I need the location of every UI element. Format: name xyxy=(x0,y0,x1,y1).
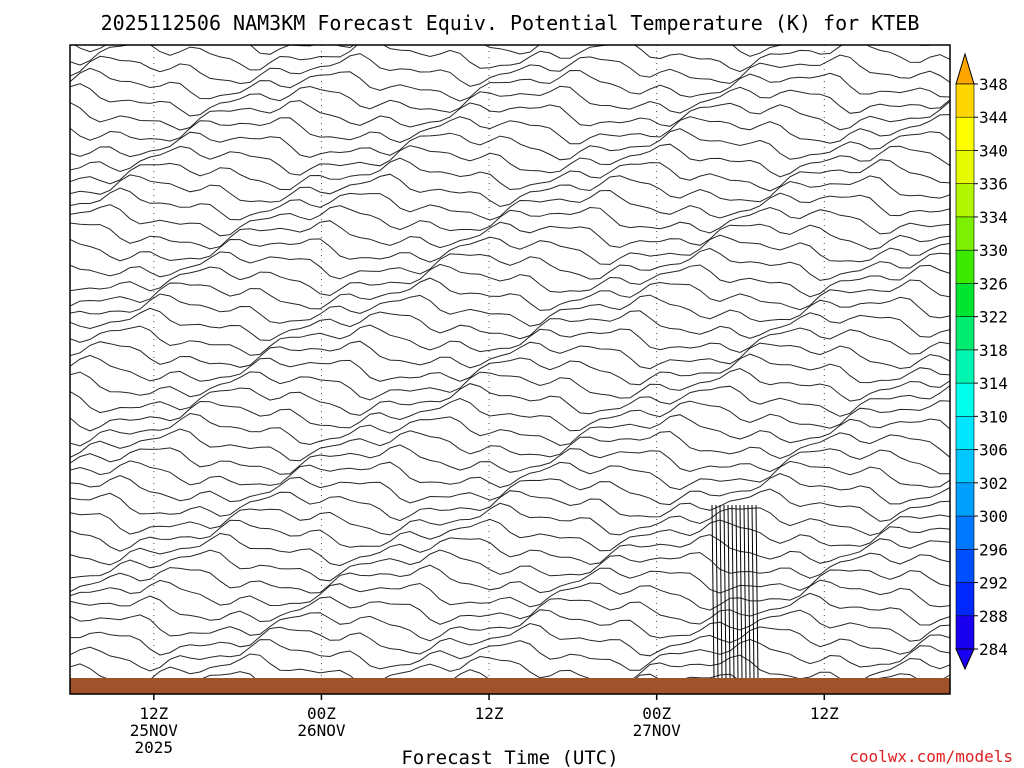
colorbar-swatch xyxy=(955,582,975,617)
colorbar-label: 334 xyxy=(979,208,1008,227)
colorbar-label: 306 xyxy=(979,441,1008,460)
plot-frame xyxy=(69,44,951,695)
colorbar-swatch xyxy=(955,83,975,119)
colorbar-label: 310 xyxy=(979,407,1008,426)
grid-lines xyxy=(153,45,825,678)
colorbar-swatch xyxy=(955,382,975,418)
colorbar-swatch xyxy=(955,482,975,517)
colorbar-label: 322 xyxy=(979,308,1008,327)
colorbar-label: 344 xyxy=(979,108,1008,127)
x-tick-label: 12Z xyxy=(810,704,839,723)
x-tick-label: 27NOV xyxy=(633,721,682,740)
x-tick-label: 12Z xyxy=(139,704,168,723)
colorbar-swatch xyxy=(955,150,975,185)
colorbar-label: 318 xyxy=(979,341,1008,360)
x-tick-label: 25NOV xyxy=(130,721,179,740)
colorbar-swatch xyxy=(955,515,975,551)
colorbar-label: 292 xyxy=(979,574,1008,593)
colorbar-label: 314 xyxy=(979,374,1008,393)
colorbar-swatch xyxy=(955,116,975,152)
colorbar-label: 302 xyxy=(979,474,1008,493)
colorbar-extend-top xyxy=(955,52,975,85)
colorbar-swatch xyxy=(955,249,975,285)
colorbar: 348 344 340 336 334 330 326 322 318 314 310 306 302 3… xyxy=(955,52,1008,671)
colorbar-swatch xyxy=(955,548,975,584)
colorbar-label: 336 xyxy=(979,175,1008,194)
colorbar-extend-bottom xyxy=(955,648,975,671)
x-tick-label: 26NOV xyxy=(297,721,346,740)
x-tick-label: 00Z xyxy=(642,704,671,723)
colorbar-swatch xyxy=(955,615,975,650)
colorbar-swatch xyxy=(955,316,975,351)
plot-area: 3323283323363283243203243243243163163203… xyxy=(69,44,951,695)
colorbar-swatch xyxy=(955,349,975,384)
x-axis-label: Forecast Time (UTC) xyxy=(401,747,618,768)
colorbar-label: 296 xyxy=(979,540,1008,559)
colorbar-swatch xyxy=(955,283,975,318)
x-tick-label: 00Z xyxy=(307,704,336,723)
x-tick-label: 2025 xyxy=(135,738,174,757)
colorbar-label: 288 xyxy=(979,607,1008,626)
colorbar-label: 300 xyxy=(979,507,1008,526)
colorbar-swatch xyxy=(955,449,975,484)
colorbar-swatch xyxy=(955,416,975,451)
colorbar-label: 326 xyxy=(979,274,1008,293)
watermark: coolwx.com/models xyxy=(849,747,1013,766)
colorbar-label: 348 xyxy=(979,75,1008,94)
chart-title: 2025112506 NAM3KM Forecast Equiv. Potent… xyxy=(101,11,920,35)
colorbar-label: 284 xyxy=(979,640,1008,659)
colorbar-swatch xyxy=(955,216,975,251)
colorbar-label: 340 xyxy=(979,141,1008,160)
colorbar-swatch xyxy=(955,183,975,218)
contour-lines xyxy=(70,45,950,678)
terrain-band xyxy=(70,678,950,694)
colorbar-label: 330 xyxy=(979,241,1008,260)
x-tick-label: 12Z xyxy=(475,704,504,723)
